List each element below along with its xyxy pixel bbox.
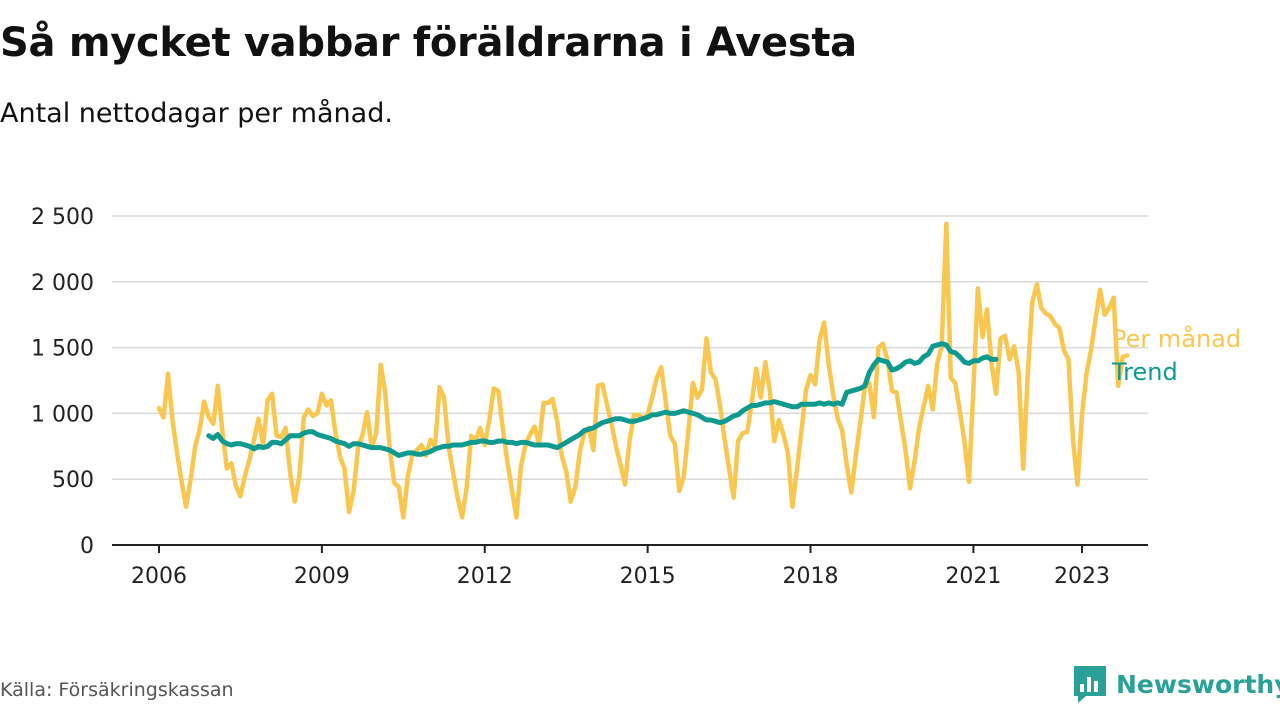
axes: 0 500 1 000 1 500 2 000 2 500 2006 2009 2012 2015… xyxy=(31,205,1148,589)
series-label-per-manad: Per månad xyxy=(1112,324,1241,353)
series-lines xyxy=(156,221,1130,520)
y-tick-label: 0 xyxy=(80,534,94,559)
x-tick-label: 2018 xyxy=(783,564,839,589)
chart-title: Så mycket vabbar föräldrarna i Avesta xyxy=(0,20,857,66)
x-tick-label: 2009 xyxy=(294,564,350,589)
x-tick-label: 2012 xyxy=(457,564,513,589)
y-tick-label: 1 500 xyxy=(31,337,94,362)
series-line-per-manad xyxy=(156,221,1130,520)
brand-name: Newsworthy xyxy=(1116,669,1280,699)
x-tick-label: 2015 xyxy=(620,564,676,589)
x-tick-label: 2006 xyxy=(131,564,187,589)
source-note: Källa: Försäkringskassan xyxy=(0,679,234,701)
brand-logo[interactable]: Newsworthy xyxy=(1072,664,1280,704)
y-tick-label: 1 000 xyxy=(31,402,94,427)
bar-chart-speech-bubble-icon xyxy=(1074,666,1106,703)
series-label-trend: Trend xyxy=(1111,358,1178,386)
y-tick-label: 2 500 xyxy=(31,205,94,230)
series-labels: Per månad Trend xyxy=(1111,324,1241,386)
series-line-trend xyxy=(206,341,999,458)
y-tick-label: 500 xyxy=(52,468,94,493)
chart-subtitle: Antal nettodagar per månad. xyxy=(0,98,393,129)
x-tick-label: 2021 xyxy=(945,564,1001,589)
y-tick-label: 2 000 xyxy=(31,271,94,296)
x-tick-label: 2023 xyxy=(1054,564,1110,589)
